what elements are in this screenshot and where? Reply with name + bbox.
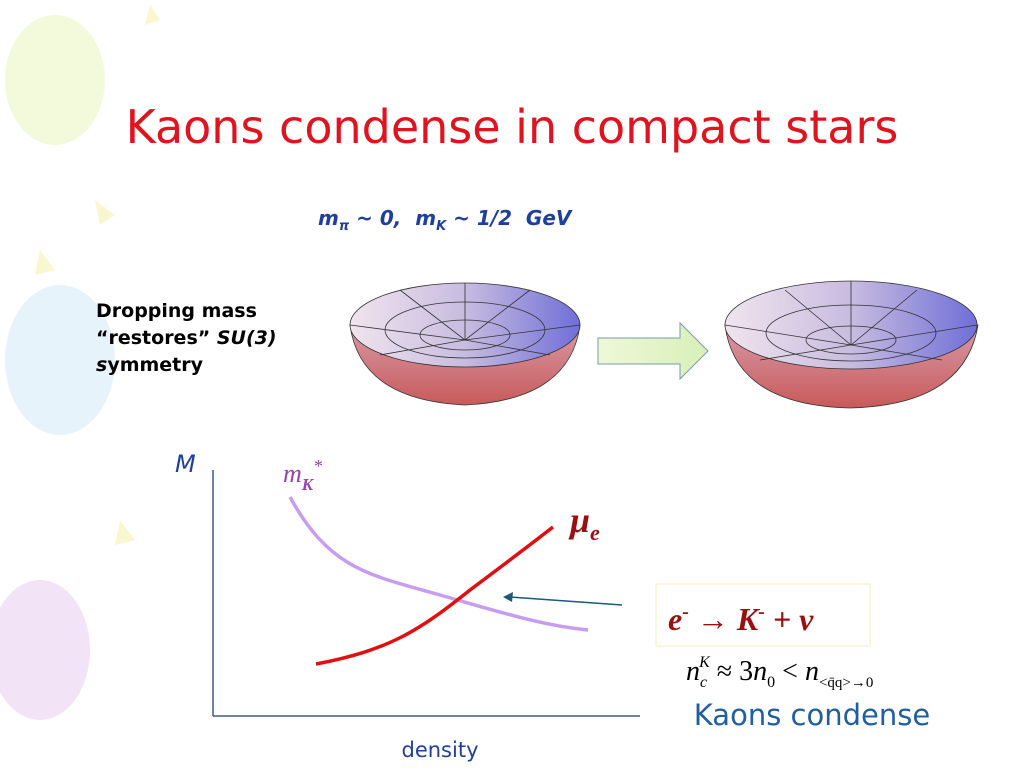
text-part: π [339, 219, 350, 234]
graph: M density mK* μe [175, 450, 640, 762]
side-text: Dropping mass “restores” SU(3) symmetry [96, 300, 277, 376]
electron-chemical-potential-curve [315, 525, 555, 666]
text-part: - [682, 601, 689, 623]
text-part: - [758, 601, 765, 623]
text-part: ~ 1/2 GeV [446, 206, 573, 230]
text-part: 0 [767, 674, 775, 691]
title: Kaons condense in compact stars [126, 100, 899, 154]
text-part: K [698, 654, 711, 671]
x-axis-label: density [402, 738, 479, 762]
side-line: Dropping mass [96, 300, 257, 322]
text-part: ymmetry [107, 354, 203, 376]
text-part: μ [568, 500, 590, 540]
text-part: <q̄q>→0 [819, 675, 873, 691]
text-part: m [318, 206, 339, 230]
reaction-box [655, 583, 871, 647]
text-part: ~ 0, m [349, 206, 436, 230]
text-part: e [590, 520, 600, 545]
text-part: m [283, 459, 302, 488]
text-part: n [686, 656, 700, 687]
y-axis-label: M [175, 450, 196, 478]
pointer-arrow-head [503, 592, 513, 602]
text-part: c [700, 674, 707, 691]
background-balloons [0, 5, 160, 720]
kaon-mass-label: mK* [283, 456, 322, 494]
text-part: K [736, 601, 761, 637]
side-line: “restores” SU(3) [96, 327, 277, 349]
text-part: → [689, 601, 737, 637]
reaction: e- → K- + ν [668, 601, 814, 637]
text-part: e [668, 601, 682, 637]
conclusion: Kaons condense [694, 698, 930, 732]
bowl-right [724, 280, 979, 409]
text-part: n [753, 656, 767, 687]
text-part: n [805, 656, 819, 687]
critical-density: ncK ≈ 3n0 < n<q̄q>→0 [686, 654, 873, 691]
text-part: “restores” [96, 327, 217, 349]
transition-arrow [597, 321, 709, 381]
text-part: K [436, 219, 447, 234]
text-part: * [313, 456, 322, 476]
text-part: s [96, 354, 107, 376]
electron-label: μe [568, 500, 600, 545]
pointer-arrow [509, 596, 623, 606]
text-part: < [775, 656, 805, 687]
text-part: + ν [765, 601, 814, 637]
mass-formula: mπ ~ 0, mK ~ 1/2 GeV [318, 206, 573, 234]
text-part: SU(3) [217, 327, 277, 349]
text-part: K [301, 475, 315, 494]
kaon-mass-curve [288, 496, 589, 632]
side-line: symmetry [96, 354, 204, 376]
bowl-left [349, 282, 581, 406]
text-part: ≈ 3 [710, 656, 753, 687]
